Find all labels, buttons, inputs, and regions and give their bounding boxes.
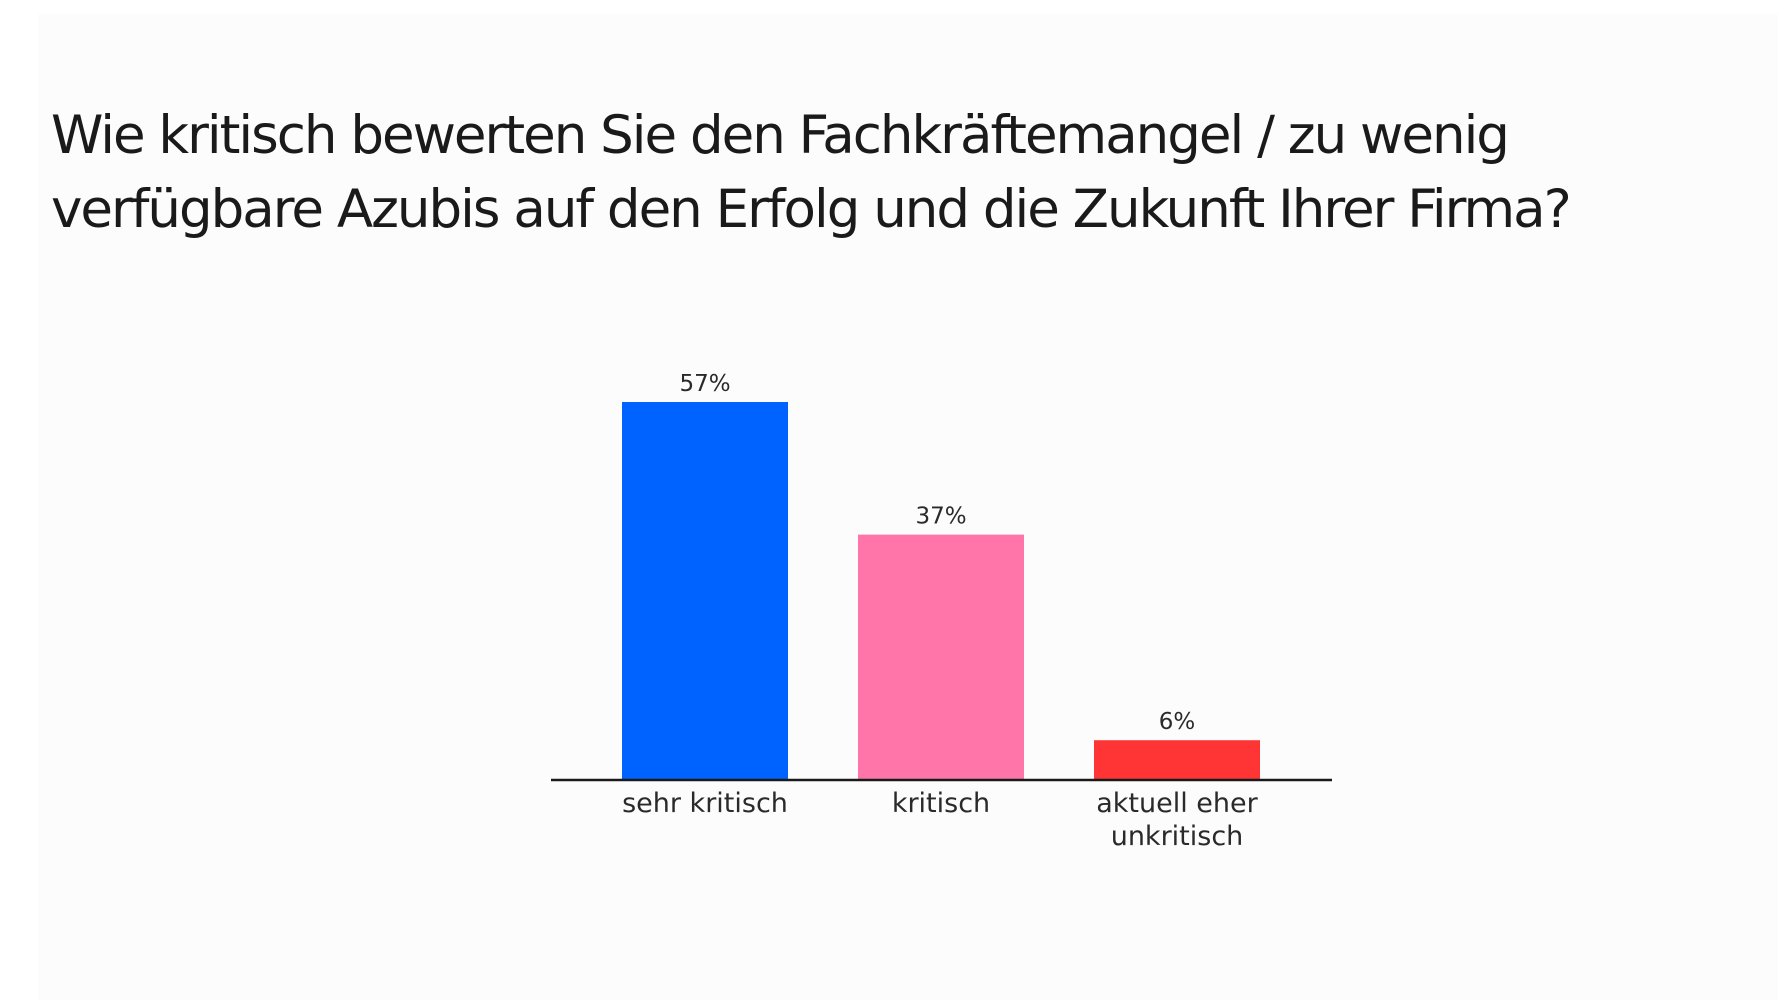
bar-1 [622, 402, 788, 780]
category-label-line: aktuell eher [1096, 788, 1258, 819]
value-label-2: 37% [915, 504, 966, 530]
category-label-3: aktuell eher unkritisch [1096, 788, 1258, 852]
category-label-line: sehr kritisch [622, 788, 788, 819]
category-label-2: kritisch [892, 788, 990, 819]
category-label-1: sehr kritisch [622, 788, 788, 819]
category-label-line: unkritisch [1111, 821, 1244, 852]
slide-panel: Wie kritisch bewerten Sie den Fachkräfte… [38, 14, 1778, 1000]
bar-3 [1094, 740, 1260, 780]
value-label-1: 57% [679, 371, 730, 397]
bar-2 [858, 534, 1024, 780]
value-label-3: 6% [1159, 709, 1196, 735]
question-title: Wie kritisch bewerten Sie den Fachkräfte… [51, 105, 1572, 240]
category-label-line: kritisch [892, 788, 990, 819]
